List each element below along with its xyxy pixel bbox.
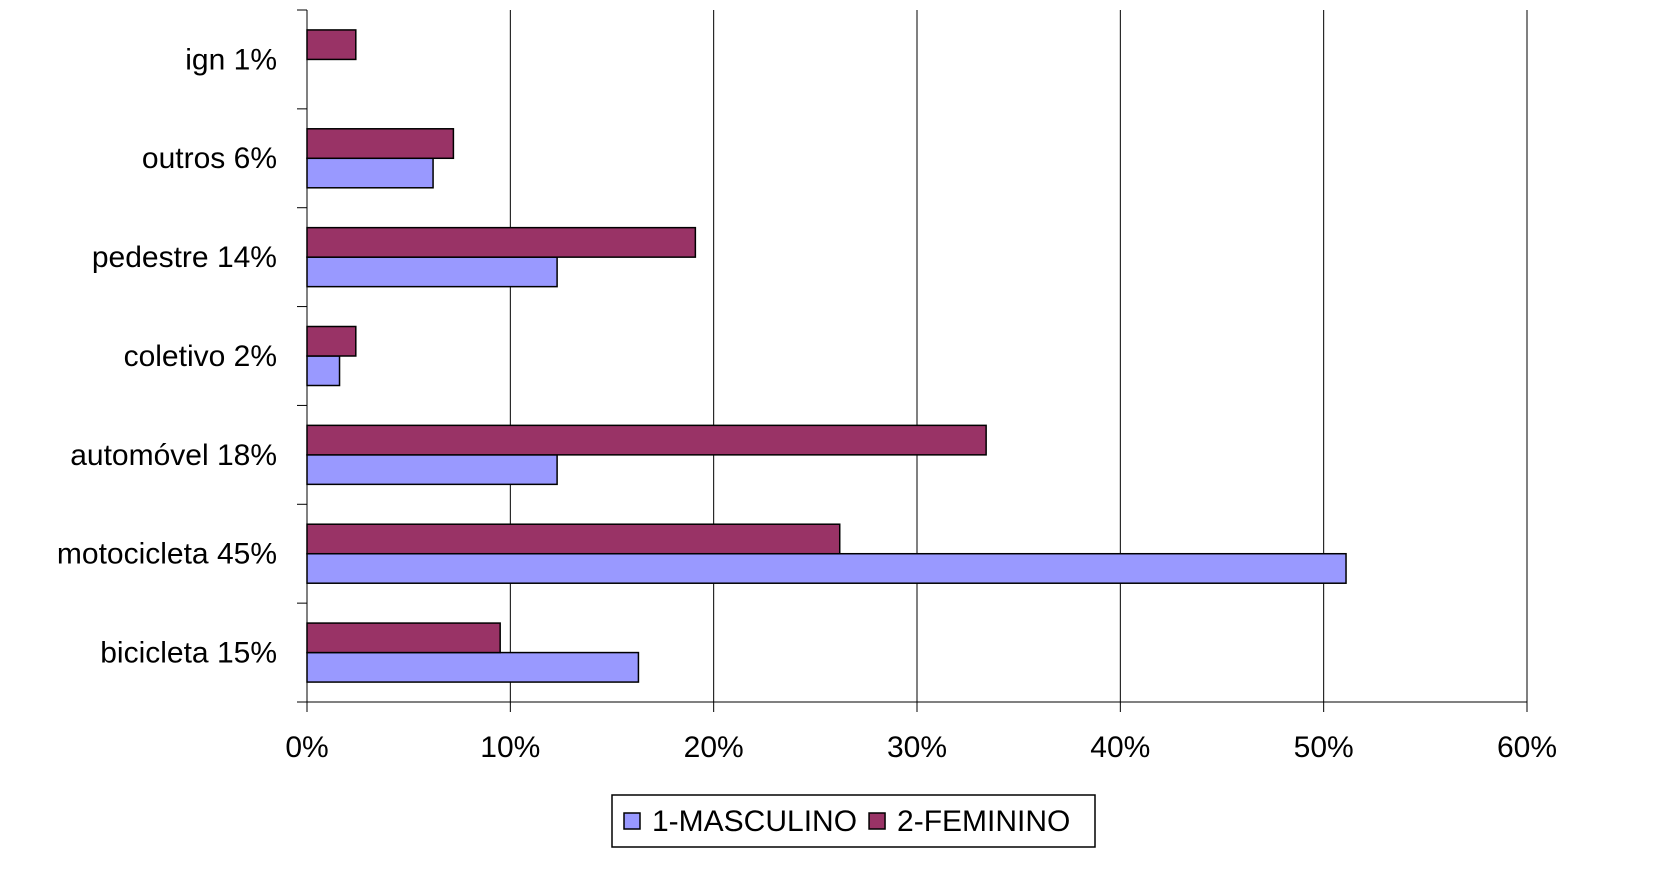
y-tick-label: outros 6% xyxy=(142,142,277,175)
legend-swatch xyxy=(868,812,886,830)
bar xyxy=(306,651,640,683)
bar xyxy=(306,157,434,189)
bar xyxy=(306,226,697,258)
bar xyxy=(306,552,1347,584)
x-tick-label: 60% xyxy=(1497,731,1557,764)
bar xyxy=(306,424,987,456)
x-tick-label: 50% xyxy=(1294,731,1354,764)
x-tick-label: 20% xyxy=(684,731,744,764)
bar xyxy=(306,256,558,288)
legend-swatch xyxy=(623,812,641,830)
x-tick-label: 10% xyxy=(480,731,540,764)
bar xyxy=(306,128,455,160)
y-tick-label: pedestre 14% xyxy=(92,241,277,274)
x-tick-label: 30% xyxy=(887,731,947,764)
x-tick-label: 0% xyxy=(285,731,328,764)
legend-label: 2-FEMININO xyxy=(897,805,1070,838)
x-tick-label: 40% xyxy=(1090,731,1150,764)
bar xyxy=(306,325,357,357)
y-tick-label: automóvel 18% xyxy=(70,439,277,472)
bar xyxy=(306,523,841,555)
bar xyxy=(306,622,501,654)
legend-label: 1-MASCULINO xyxy=(652,805,857,838)
y-tick-label: bicicleta 15% xyxy=(100,636,277,669)
bar xyxy=(306,454,558,486)
bar xyxy=(306,355,341,387)
y-tick-label: coletivo 2% xyxy=(124,340,277,373)
y-tick-label: ign 1% xyxy=(185,43,277,76)
legend-box xyxy=(611,794,1096,848)
y-tick-label: motocicleta 45% xyxy=(57,538,277,571)
bar xyxy=(306,29,357,61)
